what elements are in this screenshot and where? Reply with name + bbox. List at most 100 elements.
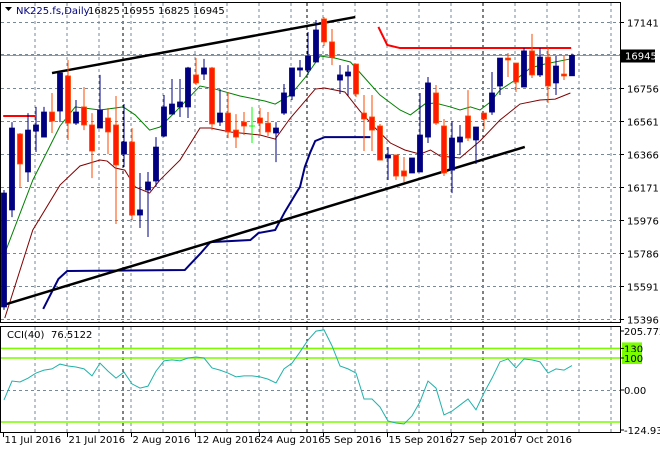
candles [1, 17, 575, 310]
candle-body [49, 111, 55, 122]
candle-body [473, 126, 479, 141]
lower-channel-line [42, 136, 371, 310]
candle [393, 154, 399, 180]
candle [385, 147, 391, 180]
candle-body [521, 50, 527, 88]
cci-panel [1, 329, 620, 425]
candle [41, 106, 47, 138]
cci-tick-label: 130 [624, 344, 643, 355]
candle-body [121, 141, 127, 155]
candle [9, 122, 15, 218]
candle-body [401, 170, 407, 177]
candle [481, 112, 487, 130]
date-tick-label: 27 Sep 2016 [453, 435, 516, 446]
candle-body [369, 116, 375, 131]
candle [441, 119, 447, 177]
candle-body [73, 111, 79, 124]
candle [489, 72, 495, 115]
candle [513, 62, 519, 92]
price-tick-label: 16756 [627, 85, 659, 96]
candle [233, 114, 239, 148]
cci-panel-border [0, 326, 621, 433]
candle [313, 19, 319, 63]
main-panel-border [0, 2, 621, 323]
candle [185, 66, 191, 118]
candle-body [553, 65, 559, 84]
candle-body [297, 67, 303, 71]
candle [201, 58, 207, 81]
current-price-label: 16945 [625, 52, 657, 63]
candle-body [97, 109, 103, 129]
candle-body [377, 125, 383, 161]
candle [129, 128, 135, 220]
candle [465, 90, 471, 141]
candle-body [313, 29, 319, 63]
candle [369, 95, 375, 152]
candle-body [257, 117, 263, 124]
candle [449, 121, 455, 194]
candle-body [409, 157, 415, 174]
candle [241, 112, 247, 136]
candle-body [33, 124, 39, 132]
ma-fast-line [3, 55, 571, 256]
candle [425, 76, 431, 144]
candle [297, 59, 303, 77]
candle [145, 171, 151, 237]
candle [497, 57, 503, 96]
candle-body [433, 92, 439, 124]
candle-body [113, 124, 119, 166]
candle-body [289, 67, 295, 97]
lower-trendline [2, 145, 526, 307]
upper-trendline [51, 15, 356, 75]
candle-body [217, 112, 223, 123]
candle [105, 107, 111, 155]
candle [209, 66, 215, 131]
cci-line [3, 329, 573, 425]
candle-body [209, 67, 215, 125]
candle-body [441, 125, 447, 174]
price-tick-label: 16561 [627, 118, 659, 129]
collapse-triangle-icon[interactable] [5, 7, 12, 11]
cci-tick-label: 100 [624, 354, 643, 365]
candle [521, 48, 527, 88]
candle-body [25, 129, 31, 173]
candle-body [305, 55, 311, 71]
candle [25, 113, 31, 182]
cci-value: 76.5122 [51, 330, 92, 341]
candle [345, 65, 351, 97]
candle-body [537, 56, 543, 76]
candle-body [105, 117, 111, 133]
candle [177, 79, 183, 117]
candle [473, 126, 479, 164]
candle [289, 67, 295, 100]
candle [161, 95, 167, 138]
price-tick-label: 15976 [627, 217, 659, 228]
candle [265, 112, 271, 137]
axes: 17141 16756 16561 16366 16171 15976 15786 15591… [3, 19, 660, 446]
candle [329, 28, 335, 66]
candle-body [265, 122, 271, 133]
candle-body [497, 57, 503, 87]
candle-body [9, 127, 15, 211]
candle-body [225, 112, 231, 133]
candle [321, 17, 327, 46]
candle [377, 123, 383, 161]
candle [217, 89, 223, 126]
candle [1, 190, 7, 310]
candle-body [177, 101, 183, 108]
candle [281, 83, 287, 115]
grid [1, 3, 620, 432]
candle-body [545, 56, 551, 87]
ma-slow-line [4, 87, 571, 319]
candle [505, 52, 511, 77]
candle-body [561, 73, 567, 77]
candle-body [193, 74, 199, 84]
symbol-label: NK225.fs,Daily [16, 6, 90, 17]
candle [361, 95, 367, 152]
candle [49, 92, 55, 133]
candle-body [417, 134, 423, 173]
candle-body [505, 57, 511, 61]
price-tick-label: 15786 [627, 250, 659, 261]
date-tick-label: 24 Aug 2016 [261, 435, 325, 446]
